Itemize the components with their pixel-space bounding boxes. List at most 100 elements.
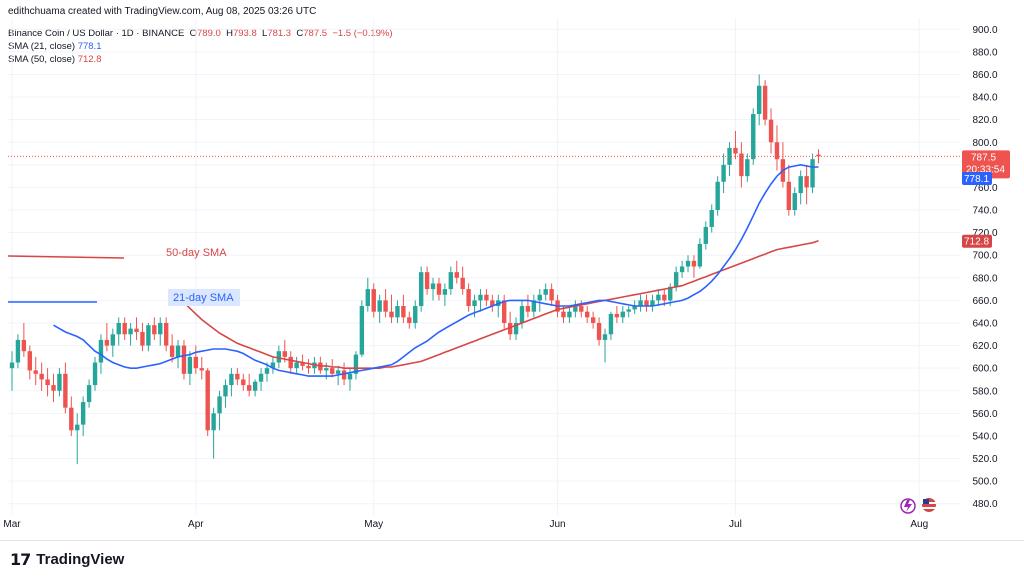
candle[interactable] — [727, 142, 732, 177]
candle[interactable] — [21, 322, 27, 357]
candle[interactable] — [324, 362, 329, 380]
candle[interactable] — [330, 359, 335, 378]
candle[interactable] — [715, 176, 720, 216]
candle[interactable] — [525, 294, 531, 318]
candle[interactable] — [401, 294, 406, 323]
candle[interactable] — [567, 306, 572, 323]
candle[interactable] — [86, 379, 92, 408]
candle[interactable] — [205, 368, 210, 436]
candle[interactable] — [620, 306, 625, 323]
candle[interactable] — [614, 306, 620, 323]
candle[interactable] — [644, 294, 649, 312]
candle[interactable] — [780, 142, 786, 188]
us-flag-icon[interactable] — [922, 498, 936, 512]
candle[interactable] — [306, 359, 311, 374]
sma21-legend-row[interactable]: SMA (21, close) 778.1 — [8, 40, 393, 53]
candle[interactable] — [294, 356, 299, 374]
candle[interactable] — [424, 266, 430, 295]
candle[interactable] — [638, 294, 643, 312]
candle[interactable] — [413, 300, 418, 329]
sma21-label[interactable]: SMA (21, close) — [8, 41, 76, 52]
candle[interactable] — [656, 289, 661, 307]
candle[interactable] — [258, 368, 264, 391]
candle[interactable] — [596, 317, 602, 346]
candle[interactable] — [158, 317, 163, 346]
candle[interactable] — [163, 317, 169, 352]
candle[interactable] — [733, 130, 738, 160]
candle[interactable] — [51, 373, 56, 403]
candle[interactable] — [519, 300, 525, 329]
candle[interactable] — [9, 351, 15, 391]
bolt-circle-icon[interactable] — [900, 498, 916, 514]
candle[interactable] — [104, 322, 110, 352]
candle[interactable] — [709, 204, 714, 233]
candle[interactable] — [442, 283, 448, 307]
candles[interactable] — [9, 74, 821, 465]
candle[interactable] — [739, 142, 744, 188]
candle[interactable] — [697, 238, 703, 269]
candle[interactable] — [110, 328, 116, 357]
candle[interactable] — [460, 266, 465, 295]
candle[interactable] — [252, 379, 258, 397]
candle[interactable] — [270, 356, 276, 374]
candle[interactable] — [430, 277, 436, 301]
candle[interactable] — [247, 373, 252, 397]
candle[interactable] — [632, 300, 637, 314]
candle[interactable] — [585, 306, 590, 323]
candle[interactable] — [92, 356, 98, 391]
candle[interactable] — [537, 289, 542, 312]
candle[interactable] — [810, 153, 815, 194]
candle[interactable] — [454, 260, 459, 284]
candle[interactable] — [804, 164, 809, 205]
candle[interactable] — [57, 368, 62, 397]
candle[interactable] — [181, 339, 187, 380]
price-chart[interactable]: 50-day SMA 21-day SMA 480.0 500.0 520.0 540… — [0, 0, 1024, 540]
candle[interactable] — [75, 413, 80, 465]
candle[interactable] — [69, 396, 74, 436]
candle[interactable] — [140, 322, 145, 352]
candle[interactable] — [436, 277, 442, 301]
candle[interactable] — [193, 345, 199, 374]
candle[interactable] — [798, 170, 803, 205]
candle[interactable] — [590, 311, 596, 329]
candle[interactable] — [756, 74, 762, 126]
candle[interactable] — [199, 356, 204, 380]
candle[interactable] — [288, 351, 293, 374]
candle[interactable] — [229, 368, 234, 397]
candle[interactable] — [466, 283, 471, 312]
candle[interactable] — [490, 294, 495, 312]
candle[interactable] — [543, 283, 548, 301]
candle[interactable] — [146, 322, 151, 352]
candle[interactable] — [762, 80, 768, 126]
candle[interactable] — [774, 125, 780, 171]
candle[interactable] — [353, 351, 359, 380]
candle[interactable] — [507, 311, 513, 340]
candle[interactable] — [608, 311, 614, 340]
candle[interactable] — [418, 266, 424, 312]
candle[interactable] — [721, 153, 726, 194]
candle[interactable] — [116, 317, 121, 346]
symbol-row[interactable]: Binance Coin / US Dollar · 1D · BINANCE … — [8, 27, 393, 40]
candle[interactable] — [211, 407, 216, 459]
candle[interactable] — [15, 334, 21, 369]
annotation-sma21[interactable]: 21-day SMA — [8, 289, 240, 306]
candle[interactable] — [602, 328, 608, 363]
sma50-legend-row[interactable]: SMA (50, close) 712.8 — [8, 53, 393, 66]
candle[interactable] — [448, 266, 454, 295]
candle[interactable] — [792, 187, 797, 216]
candle[interactable] — [217, 390, 222, 431]
candle[interactable] — [63, 362, 68, 414]
candle[interactable] — [573, 300, 578, 318]
candle[interactable] — [39, 362, 44, 391]
candle[interactable] — [478, 289, 483, 312]
candle[interactable] — [128, 322, 133, 346]
candle[interactable] — [223, 379, 228, 408]
candle[interactable] — [241, 373, 246, 391]
candle[interactable] — [395, 300, 400, 323]
candle[interactable] — [531, 294, 537, 318]
candle[interactable] — [496, 294, 501, 318]
candle[interactable] — [768, 108, 774, 154]
candle[interactable] — [407, 311, 412, 329]
candle[interactable] — [276, 345, 282, 369]
candle[interactable] — [679, 260, 685, 278]
